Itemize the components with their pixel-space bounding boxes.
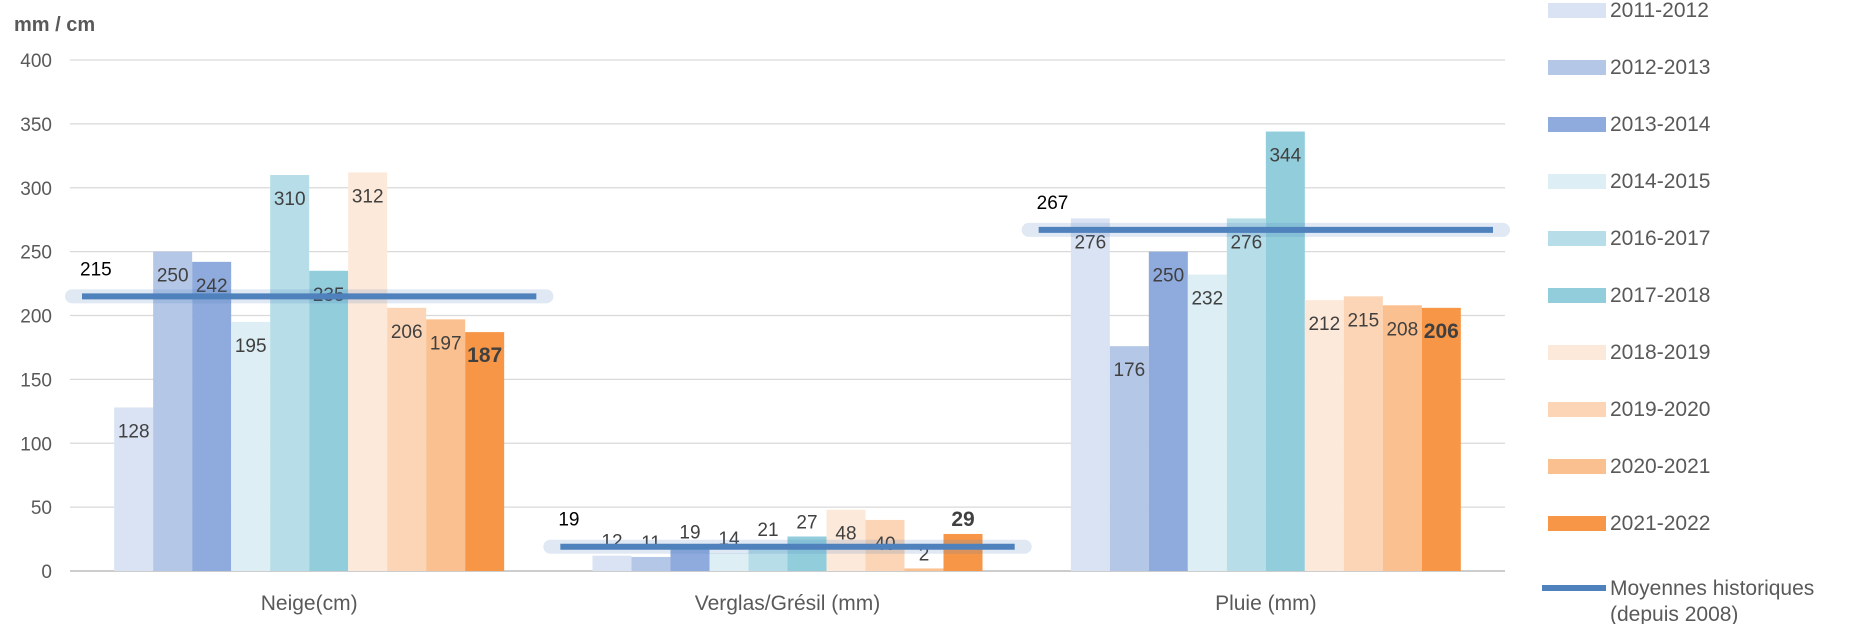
data-label: 197	[430, 333, 462, 354]
bar	[670, 546, 710, 571]
bar	[826, 509, 866, 571]
data-label: 212	[1308, 314, 1340, 335]
bar	[309, 270, 349, 571]
category-label: Pluie (mm)	[1215, 592, 1317, 615]
data-label: 232	[1191, 289, 1223, 310]
bar	[231, 321, 271, 571]
data-label: 242	[196, 276, 228, 297]
legend-label: 2016-2017	[1610, 227, 1710, 250]
data-label: 176	[1113, 360, 1145, 381]
data-label: 187	[467, 344, 502, 367]
data-label: 195	[235, 336, 267, 357]
legend-label: 2011-2012	[1610, 0, 1709, 22]
bar	[631, 556, 671, 571]
bar	[787, 536, 827, 571]
legend-label: 2020-2021	[1610, 455, 1710, 478]
y-tick-label: 0	[41, 562, 52, 583]
bar	[1421, 307, 1461, 571]
data-label: 310	[274, 189, 306, 210]
legend-label: 2013-2014	[1610, 113, 1711, 136]
data-label: 344	[1269, 146, 1301, 167]
y-tick-label: 350	[20, 115, 52, 136]
bar	[943, 533, 983, 571]
bar	[387, 307, 427, 571]
data-label: 250	[1152, 266, 1184, 287]
bar	[1382, 305, 1422, 571]
data-label: 48	[835, 524, 856, 545]
bar	[904, 568, 944, 571]
bar	[1304, 300, 1344, 571]
bar	[153, 251, 193, 571]
data-label: 250	[157, 266, 189, 287]
category-label: Neige(cm)	[261, 592, 358, 615]
y-tick-label: 150	[20, 370, 52, 391]
legend-label: 2021-2022	[1610, 512, 1710, 535]
legend-label: (depuis 2008)	[1610, 603, 1738, 624]
data-label: 215	[1347, 310, 1379, 331]
legend-swatch	[1548, 3, 1606, 18]
bar	[1070, 218, 1110, 571]
data-label: 208	[1386, 319, 1418, 340]
data-label: 21	[757, 520, 778, 541]
legend-swatch	[1548, 117, 1606, 132]
bar	[192, 261, 232, 571]
bar	[592, 555, 632, 571]
legend-swatch	[1548, 231, 1606, 246]
legend-swatch	[1548, 288, 1606, 303]
bar	[1109, 346, 1149, 571]
data-label: 128	[118, 421, 150, 442]
data-label: 206	[391, 322, 423, 343]
legend-label: 2014-2015	[1610, 170, 1710, 193]
bar	[270, 174, 310, 571]
y-tick-label: 100	[20, 434, 52, 455]
data-label: 2	[919, 544, 930, 565]
average-value-label: 19	[558, 510, 579, 531]
data-label: 29	[951, 508, 974, 531]
legend-label: 2012-2013	[1610, 56, 1710, 79]
bar	[114, 407, 154, 571]
legend-label: 2018-2019	[1610, 341, 1710, 364]
y-tick-label: 400	[20, 51, 52, 72]
data-label: 276	[1230, 232, 1262, 253]
data-label: 27	[796, 513, 817, 534]
y-tick-label: 50	[31, 498, 52, 519]
legend-swatch	[1548, 60, 1606, 75]
bar	[709, 553, 749, 571]
data-label: 19	[679, 523, 700, 544]
legend-swatch	[1548, 516, 1606, 531]
bar	[1265, 131, 1305, 572]
legend-swatch	[1548, 402, 1606, 417]
bar	[1226, 218, 1266, 571]
legend-swatch	[1548, 174, 1606, 189]
bar	[426, 319, 466, 571]
legend-label: 2017-2018	[1610, 284, 1710, 307]
legend-swatch	[1548, 459, 1606, 474]
bar	[1187, 274, 1227, 571]
y-tick-label: 250	[20, 243, 52, 264]
category-label: Verglas/Grésil (mm)	[695, 592, 881, 615]
y-tick-label: 300	[20, 179, 52, 200]
data-label: 206	[1424, 320, 1459, 343]
y-axis-unit-label: mm / cm	[14, 14, 95, 36]
bar	[1148, 251, 1188, 571]
y-tick-label: 200	[20, 307, 52, 328]
bar	[1343, 296, 1383, 571]
bar	[465, 332, 505, 571]
legend-swatch	[1548, 345, 1606, 360]
data-label: 276	[1074, 232, 1106, 253]
average-value-label: 215	[80, 259, 112, 280]
legend-label: Moyennes historiques	[1610, 577, 1814, 600]
bar	[348, 172, 388, 572]
legend-label: 2019-2020	[1610, 398, 1710, 421]
average-value-label: 267	[1037, 193, 1069, 214]
data-label: 312	[352, 186, 384, 207]
